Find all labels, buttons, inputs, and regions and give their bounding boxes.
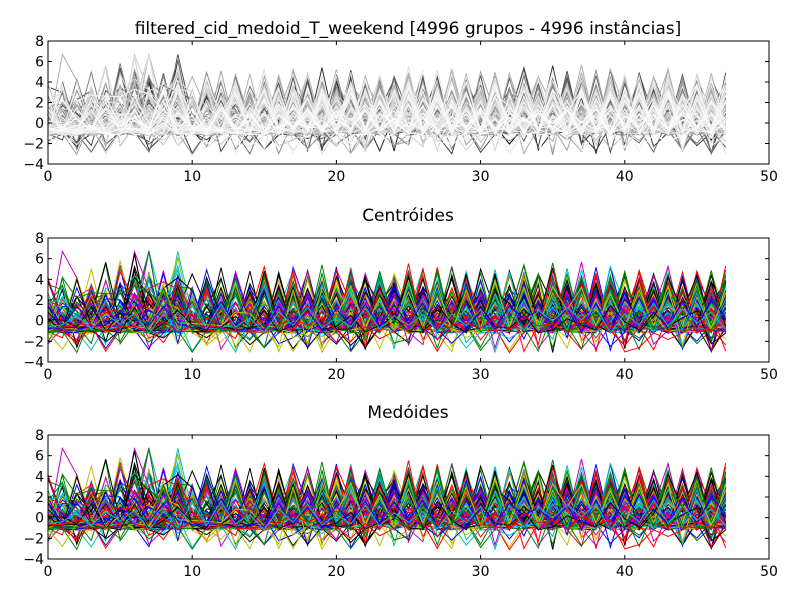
series-line xyxy=(48,105,726,147)
y-tick-label: 2 xyxy=(35,293,44,309)
y-tick-label: −2 xyxy=(23,137,44,153)
y-tick-label: 0 xyxy=(35,314,44,330)
subplot-top-y-axis: −4 −2 0 2 4 6 8 xyxy=(23,34,44,173)
subplot-bottom-title: Medóides xyxy=(367,403,448,423)
x-tick-label: 20 xyxy=(327,169,345,185)
series-line xyxy=(48,303,727,345)
y-tick-label: 0 xyxy=(35,511,44,527)
subplot-middle-y-axis: −4 −2 0 2 4 6 8 xyxy=(23,231,44,371)
series-line xyxy=(48,315,727,353)
series-line xyxy=(48,72,727,153)
x-tick-label: 20 xyxy=(327,564,345,580)
series-line xyxy=(48,512,727,550)
x-tick-label: 0 xyxy=(44,367,53,383)
x-tick-label: 10 xyxy=(183,367,201,383)
y-tick-label: 4 xyxy=(35,75,44,91)
series-line xyxy=(48,303,727,344)
y-tick-label: −4 xyxy=(23,355,44,371)
x-tick-label: 0 xyxy=(44,169,53,185)
y-tick-label: 8 xyxy=(35,34,44,50)
series-line xyxy=(48,274,727,343)
y-tick-label: 4 xyxy=(35,469,44,485)
series-line xyxy=(48,475,727,548)
x-tick-label: 40 xyxy=(616,169,634,185)
y-tick-label: −4 xyxy=(23,552,44,568)
x-tick-label: 30 xyxy=(472,169,490,185)
y-tick-label: 0 xyxy=(35,116,44,132)
series-line xyxy=(48,278,727,351)
x-tick-label: 10 xyxy=(183,169,201,185)
y-tick-label: 8 xyxy=(35,231,44,247)
series-line xyxy=(48,466,727,548)
series-line xyxy=(48,499,727,551)
series-line xyxy=(48,68,727,156)
y-tick-label: 8 xyxy=(35,428,44,444)
series-line xyxy=(48,265,727,354)
y-tick-label: 2 xyxy=(35,96,44,112)
y-tick-label: 6 xyxy=(35,252,44,268)
subplot-top-title: filtered_cid_medoid_T_weekend [4996 grup… xyxy=(135,19,682,39)
x-tick-label: 0 xyxy=(44,564,53,580)
subplot-top: filtered_cid_medoid_T_weekend [4996 grup… xyxy=(23,19,778,185)
y-tick-label: 4 xyxy=(35,272,44,288)
x-tick-label: 20 xyxy=(327,367,345,383)
series-line xyxy=(48,81,727,153)
subplot-middle-title: Centróides xyxy=(362,206,454,226)
subplot-bottom-y-axis: −4 −2 0 2 4 6 8 xyxy=(23,428,44,568)
series-line xyxy=(48,471,727,540)
x-tick-label: 40 xyxy=(616,367,634,383)
subplot-bottom-series xyxy=(48,446,727,551)
series-line xyxy=(48,302,727,354)
subplot-bottom-x-axis: 0 10 20 30 40 50 xyxy=(44,564,778,580)
y-tick-label: −2 xyxy=(23,531,44,547)
x-tick-label: 50 xyxy=(760,367,778,383)
x-tick-label: 10 xyxy=(183,564,201,580)
series-line xyxy=(48,104,727,156)
series-line xyxy=(48,500,727,542)
y-tick-label: −4 xyxy=(23,157,44,173)
subplot-middle-series xyxy=(48,249,727,354)
y-tick-label: 6 xyxy=(35,449,44,465)
subplot-top-series xyxy=(48,52,727,156)
x-tick-label: 50 xyxy=(760,564,778,580)
subplot-middle-x-axis: 0 10 20 30 40 50 xyxy=(44,367,778,383)
x-tick-label: 30 xyxy=(472,367,490,383)
y-tick-label: 6 xyxy=(35,55,44,71)
x-tick-label: 40 xyxy=(616,564,634,580)
y-tick-label: 2 xyxy=(35,490,44,506)
subplot-top-x-axis: 0 10 20 30 40 50 xyxy=(44,169,778,185)
series-line xyxy=(48,117,727,155)
subplot-bottom: Medóides 0 10 20 30 40 50 −4 −2 0 2 4 6 … xyxy=(23,403,778,580)
series-line xyxy=(48,462,727,551)
y-tick-label: −2 xyxy=(23,334,44,350)
x-tick-label: 30 xyxy=(472,564,490,580)
series-line xyxy=(48,269,727,351)
x-tick-label: 50 xyxy=(760,169,778,185)
series-line xyxy=(48,500,727,541)
series-line xyxy=(48,105,727,146)
subplot-middle: Centróides 0 10 20 30 40 50 −4 −2 0 2 4 … xyxy=(23,206,778,383)
